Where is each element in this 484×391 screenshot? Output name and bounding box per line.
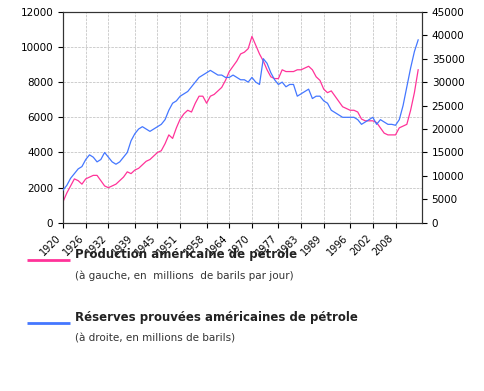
Text: Réserves prouvées américaines de pétrole: Réserves prouvées américaines de pétrole <box>75 311 357 324</box>
Text: Production américaine de pétrole: Production américaine de pétrole <box>75 248 297 262</box>
Text: (à droite, en millions de barils): (à droite, en millions de barils) <box>75 333 235 343</box>
Text: (à gauche, en  millions  de barils par jour): (à gauche, en millions de barils par jou… <box>75 271 293 281</box>
